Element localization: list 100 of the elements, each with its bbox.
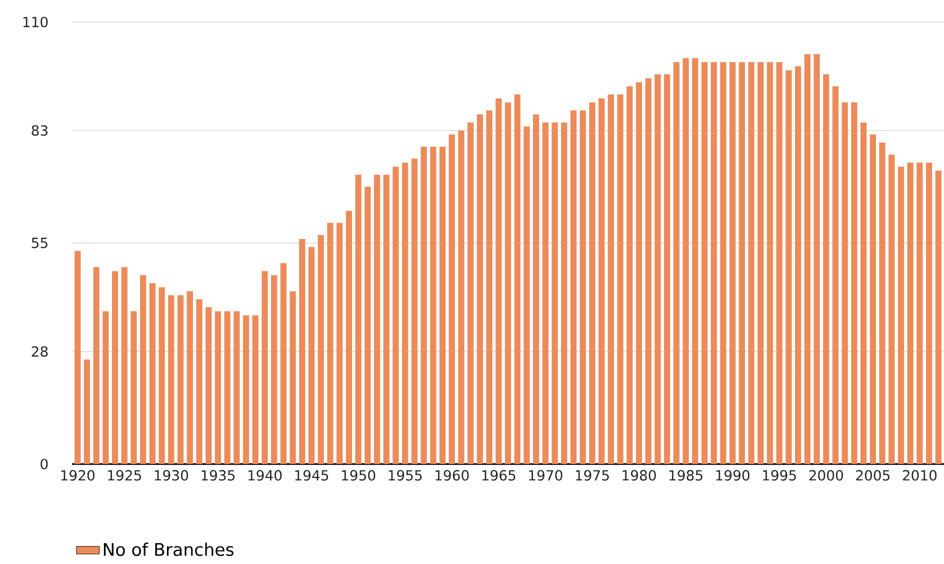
bar <box>804 54 810 464</box>
bar <box>121 267 128 464</box>
bar <box>177 295 184 464</box>
bar <box>766 62 774 464</box>
x-tick-label: 2000 <box>809 470 843 481</box>
bar <box>926 162 932 464</box>
y-tick-label: 83 <box>32 125 48 136</box>
bar <box>636 82 642 464</box>
bar <box>374 174 380 464</box>
bar <box>561 122 568 464</box>
bar <box>570 110 577 464</box>
bar <box>898 166 904 464</box>
bar <box>196 299 202 464</box>
x-tick-label: 1980 <box>622 470 656 481</box>
bar <box>842 102 848 464</box>
bar <box>242 315 250 464</box>
bar <box>84 360 90 464</box>
x-tick-label: 1990 <box>716 470 750 481</box>
bar <box>589 102 596 464</box>
bar <box>346 210 352 464</box>
bar <box>682 58 689 464</box>
bar <box>271 275 278 464</box>
x-tick-label: 1970 <box>529 470 562 481</box>
bar <box>206 307 212 464</box>
bar <box>224 311 230 464</box>
bar <box>458 130 464 464</box>
x-tick-label: 2005 <box>856 470 890 481</box>
bar <box>186 291 193 464</box>
bar <box>879 142 886 464</box>
bar <box>486 110 492 464</box>
bar <box>514 94 520 464</box>
bar <box>832 86 839 464</box>
bar <box>402 162 408 464</box>
legend-label: No of Branches <box>104 542 234 556</box>
bar <box>580 110 586 464</box>
bar <box>814 54 820 464</box>
x-tick-label: 1950 <box>342 470 376 481</box>
bar <box>308 247 315 464</box>
y-tick-label: 55 <box>32 238 48 248</box>
bar <box>448 134 455 464</box>
bar <box>823 74 830 464</box>
bar <box>720 62 726 464</box>
bar <box>496 98 502 464</box>
x-tick-label: 1945 <box>295 470 328 481</box>
bar <box>870 134 876 464</box>
bar <box>214 311 222 464</box>
bar <box>234 311 240 464</box>
bar <box>626 86 633 464</box>
bar <box>542 122 549 464</box>
bar <box>851 102 858 464</box>
bar <box>524 126 530 464</box>
bar <box>552 122 558 464</box>
x-tick-label: 1955 <box>388 470 422 481</box>
bar <box>748 62 754 464</box>
bar <box>468 122 474 464</box>
y-tick-label: 28 <box>32 346 48 357</box>
y-tick-label: 0 <box>40 458 48 470</box>
bar <box>916 162 923 464</box>
bar <box>645 78 652 464</box>
bar <box>664 74 670 464</box>
x-tick-label: 1960 <box>436 470 469 481</box>
bar <box>149 283 156 464</box>
bar <box>786 70 792 464</box>
bar <box>299 238 306 464</box>
bar <box>738 62 745 464</box>
bar <box>336 222 343 464</box>
bar <box>290 291 296 464</box>
x-tick-label: 1935 <box>202 470 235 481</box>
bar <box>794 66 802 464</box>
bar <box>430 146 436 464</box>
bar <box>888 154 895 464</box>
x-tick-label: 1920 <box>61 470 94 481</box>
bar <box>420 146 427 464</box>
bar <box>710 62 717 464</box>
bar <box>476 114 484 464</box>
bar <box>327 222 334 464</box>
bar <box>318 234 324 464</box>
bar <box>935 170 942 464</box>
bar <box>673 62 680 464</box>
bar <box>617 94 624 464</box>
bar <box>776 62 782 464</box>
x-tick-label: 2010 <box>902 470 937 481</box>
bar <box>262 271 268 464</box>
bar <box>439 146 446 464</box>
bar <box>93 267 100 464</box>
x-tick-label: 1940 <box>248 470 282 481</box>
bar <box>608 94 614 464</box>
bar <box>364 186 371 464</box>
bar <box>280 263 287 464</box>
bar <box>411 158 418 464</box>
bar <box>392 166 399 464</box>
bar <box>860 122 867 464</box>
bar <box>730 62 736 464</box>
bar <box>383 174 390 464</box>
bar <box>533 114 540 464</box>
x-tick-label: 1975 <box>576 470 609 481</box>
bar <box>758 62 764 464</box>
x-tick-label: 1965 <box>482 470 516 481</box>
y-tick-label: 110 <box>23 16 48 28</box>
bar <box>140 275 146 464</box>
